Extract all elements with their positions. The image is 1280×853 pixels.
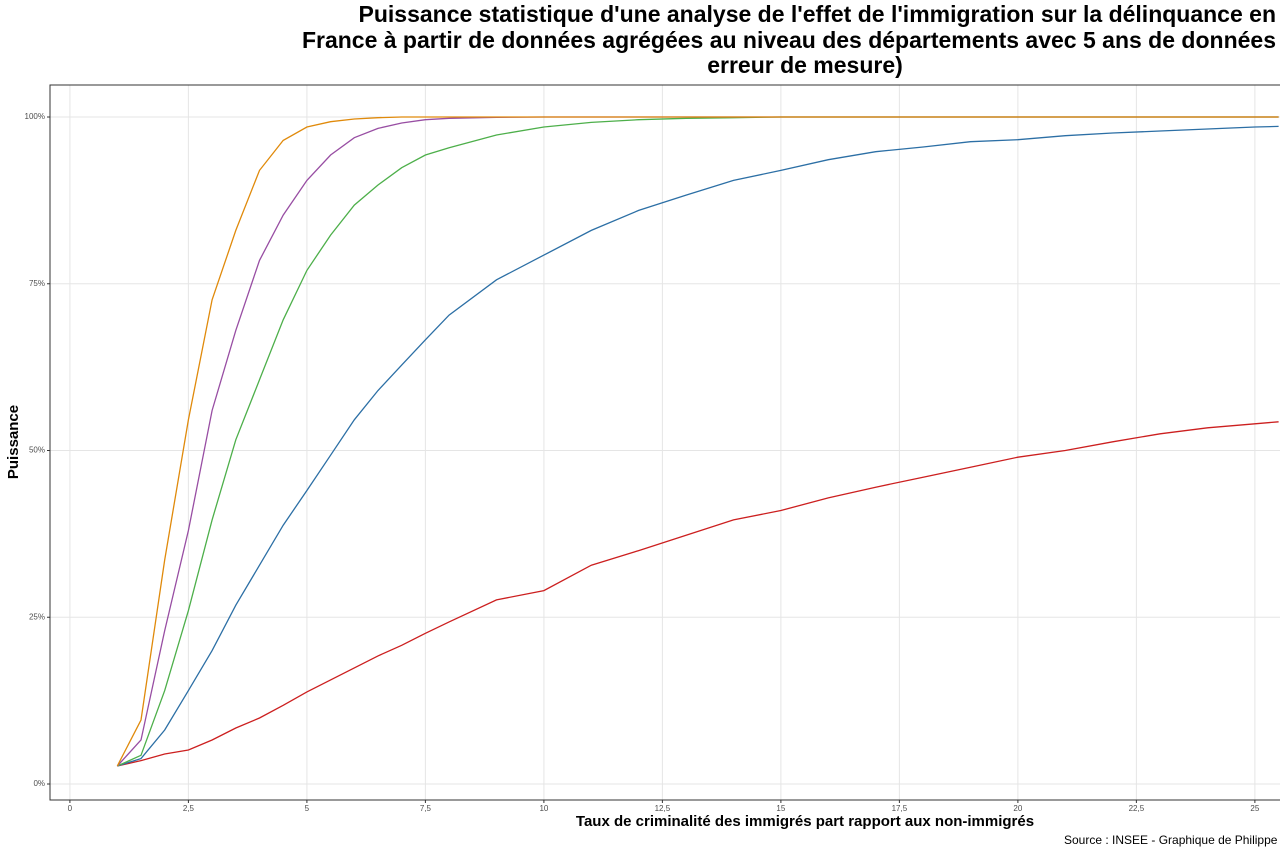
x-tick-label: 22,5 xyxy=(1129,804,1145,813)
series-line xyxy=(116,116,1279,767)
panel-border xyxy=(49,84,1280,801)
y-tick-label: 0% xyxy=(33,779,45,788)
x-tick-label: 2,5 xyxy=(183,804,195,813)
series-line xyxy=(117,125,1279,767)
y-axis-label: Puissance xyxy=(5,405,22,479)
x-tick-label: 10 xyxy=(539,804,548,813)
chart-title: erreur de mesure) xyxy=(707,52,903,78)
x-tick-label: 25 xyxy=(1250,804,1259,813)
y-tick-label: 75% xyxy=(29,279,45,288)
chart-title: France à partir de données agrégées au n… xyxy=(302,27,1276,53)
x-tick-label: 17,5 xyxy=(892,804,908,813)
x-tick-label: 0 xyxy=(68,804,73,813)
chart-title: Puissance statistique d'une analyse de l… xyxy=(359,1,1277,27)
x-tick-label: 20 xyxy=(1013,804,1022,813)
x-tick-label: 15 xyxy=(776,804,785,813)
y-tick-label: 25% xyxy=(29,612,45,621)
series-line xyxy=(116,116,1279,767)
caption: Source : INSEE - Graphique de Philippe xyxy=(1064,833,1278,847)
x-axis-label: Taux de criminalité des immigrés part ra… xyxy=(576,813,1034,830)
y-tick-label: 50% xyxy=(29,446,45,455)
series-line xyxy=(117,116,1279,767)
x-tick-label: 12,5 xyxy=(655,804,671,813)
x-tick-label: 7,5 xyxy=(420,804,432,813)
x-tick-label: 5 xyxy=(305,804,310,813)
series-line xyxy=(117,421,1279,767)
y-tick-label: 100% xyxy=(25,112,45,121)
